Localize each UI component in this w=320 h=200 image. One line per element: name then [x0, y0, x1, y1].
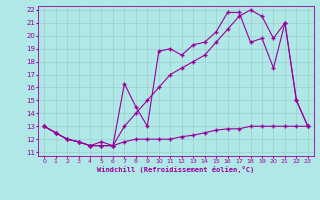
X-axis label: Windchill (Refroidissement éolien,°C): Windchill (Refroidissement éolien,°C) [97, 166, 255, 173]
